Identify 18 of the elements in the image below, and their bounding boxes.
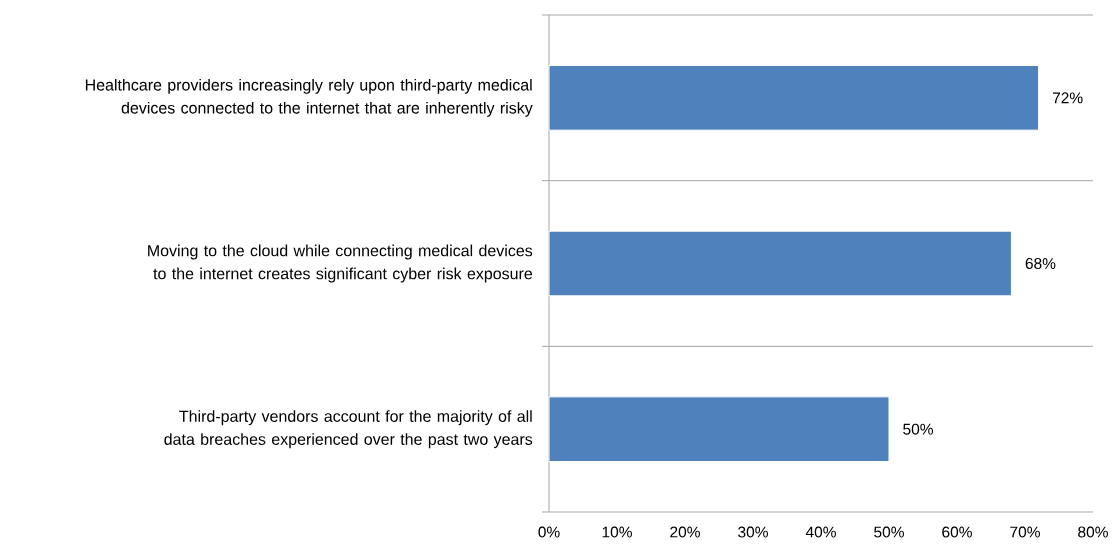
data-label: 68% <box>1025 258 1056 269</box>
x-tick-label: 20% <box>670 526 700 538</box>
x-tick-label: 50% <box>874 526 904 538</box>
x-tick-label: 70% <box>1010 526 1040 538</box>
x-tick-label: 80% <box>1078 526 1108 538</box>
data-label: 50% <box>903 423 933 435</box>
y-tick-label: Moving to the cloud while connecting medical devices to the internet creates significant cyber risk exposure <box>148 244 533 283</box>
bar <box>548 230 1012 297</box>
bar <box>548 65 1040 131</box>
x-tick-label: 10% <box>602 526 632 538</box>
x-tick-label: 60% <box>942 526 972 538</box>
x-tick-label: 0% <box>538 526 560 538</box>
y-tick-label: Third-party vendors account for the majority of all data breaches experienced over the past two years <box>164 410 533 449</box>
y-tick-label: Healthcare providers increasingly rely upon third-party medical devices connected to the internet that are inherently risky <box>85 78 533 117</box>
x-tick-label: 30% <box>738 526 768 538</box>
bar <box>548 396 890 462</box>
x-tick-label: 40% <box>805 526 836 538</box>
data-label: 72% <box>1052 92 1083 104</box>
